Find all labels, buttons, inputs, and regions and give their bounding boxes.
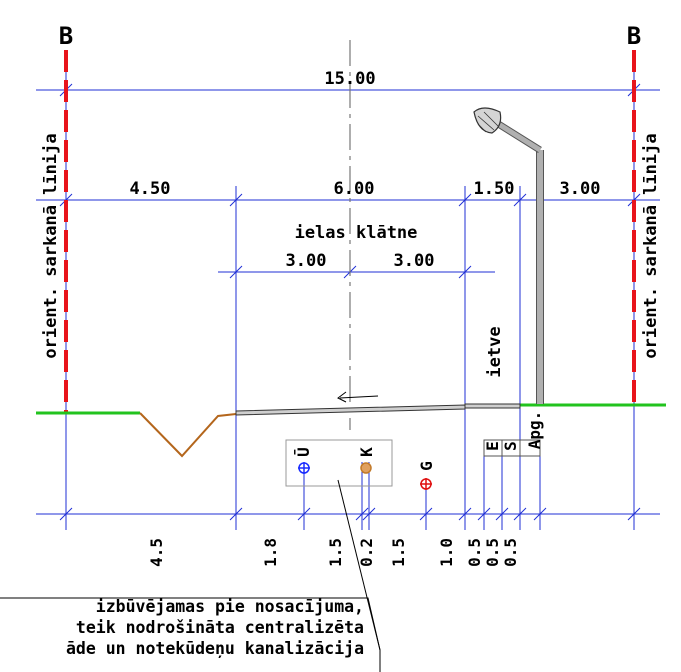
street-lamp [473,107,544,404]
dim-bottom-2: 1.8 [261,538,280,567]
dim-bottom-6: 1.0 [437,538,456,567]
sewer-pipe [360,462,372,474]
dim-bottom-8: 0.5 [483,538,502,567]
dim-bottom-9: 0.5 [501,538,520,567]
slope-arrow-head [337,391,347,403]
dim-bottom-1: 4.5 [147,538,166,567]
dim-sidewalk: 1.50 [474,179,515,199]
dim-total: 15.00 [324,69,375,89]
water-pipe [298,462,310,474]
sidewalk [464,403,521,409]
ditch [139,412,237,458]
note-line-3: āde un notekūdeņu kanalizācija [66,639,364,658]
label-carriageway: ielas klātne [295,223,418,243]
carriageway [235,404,466,416]
dim-lane-left: 3.00 [286,251,327,271]
dim-left-zone: 4.50 [130,179,171,199]
dim-lane-right: 3.00 [394,251,435,271]
dim-right-zone: 3.00 [560,179,601,199]
note-frame [0,597,381,672]
slope-arrow [339,395,379,399]
label-sewer: K [357,447,376,457]
dim-carriageway: 6.00 [334,179,375,199]
dim-bottom-4: 0.2 [357,538,376,567]
dimension-lines [36,89,660,515]
label-red-line-right: orient. sarkanā līnija [641,133,661,358]
label-water: Ū [293,447,313,457]
dim-bottom-3: 1.5 [326,538,345,567]
gas-pipe [420,478,432,490]
label-sidewalk: ietve [485,326,505,377]
note-line-1: izbūvējamas pie nosacījuma, [96,597,364,616]
dim-bottom-7: 0.5 [465,538,484,567]
label-comms: S [501,441,520,451]
marker-right: B [627,22,641,50]
label-red-line-left: orient. sarkanā līnija [41,133,61,358]
dim-bottom-5: 1.5 [389,538,408,567]
cable-boxes [483,439,541,457]
label-lighting: Apg. [525,411,544,450]
label-gas: G [417,461,436,471]
label-electric: E [483,441,502,451]
marker-left: B [59,22,73,50]
note-line-2: teik nodrošināta centralizēta [76,618,364,637]
